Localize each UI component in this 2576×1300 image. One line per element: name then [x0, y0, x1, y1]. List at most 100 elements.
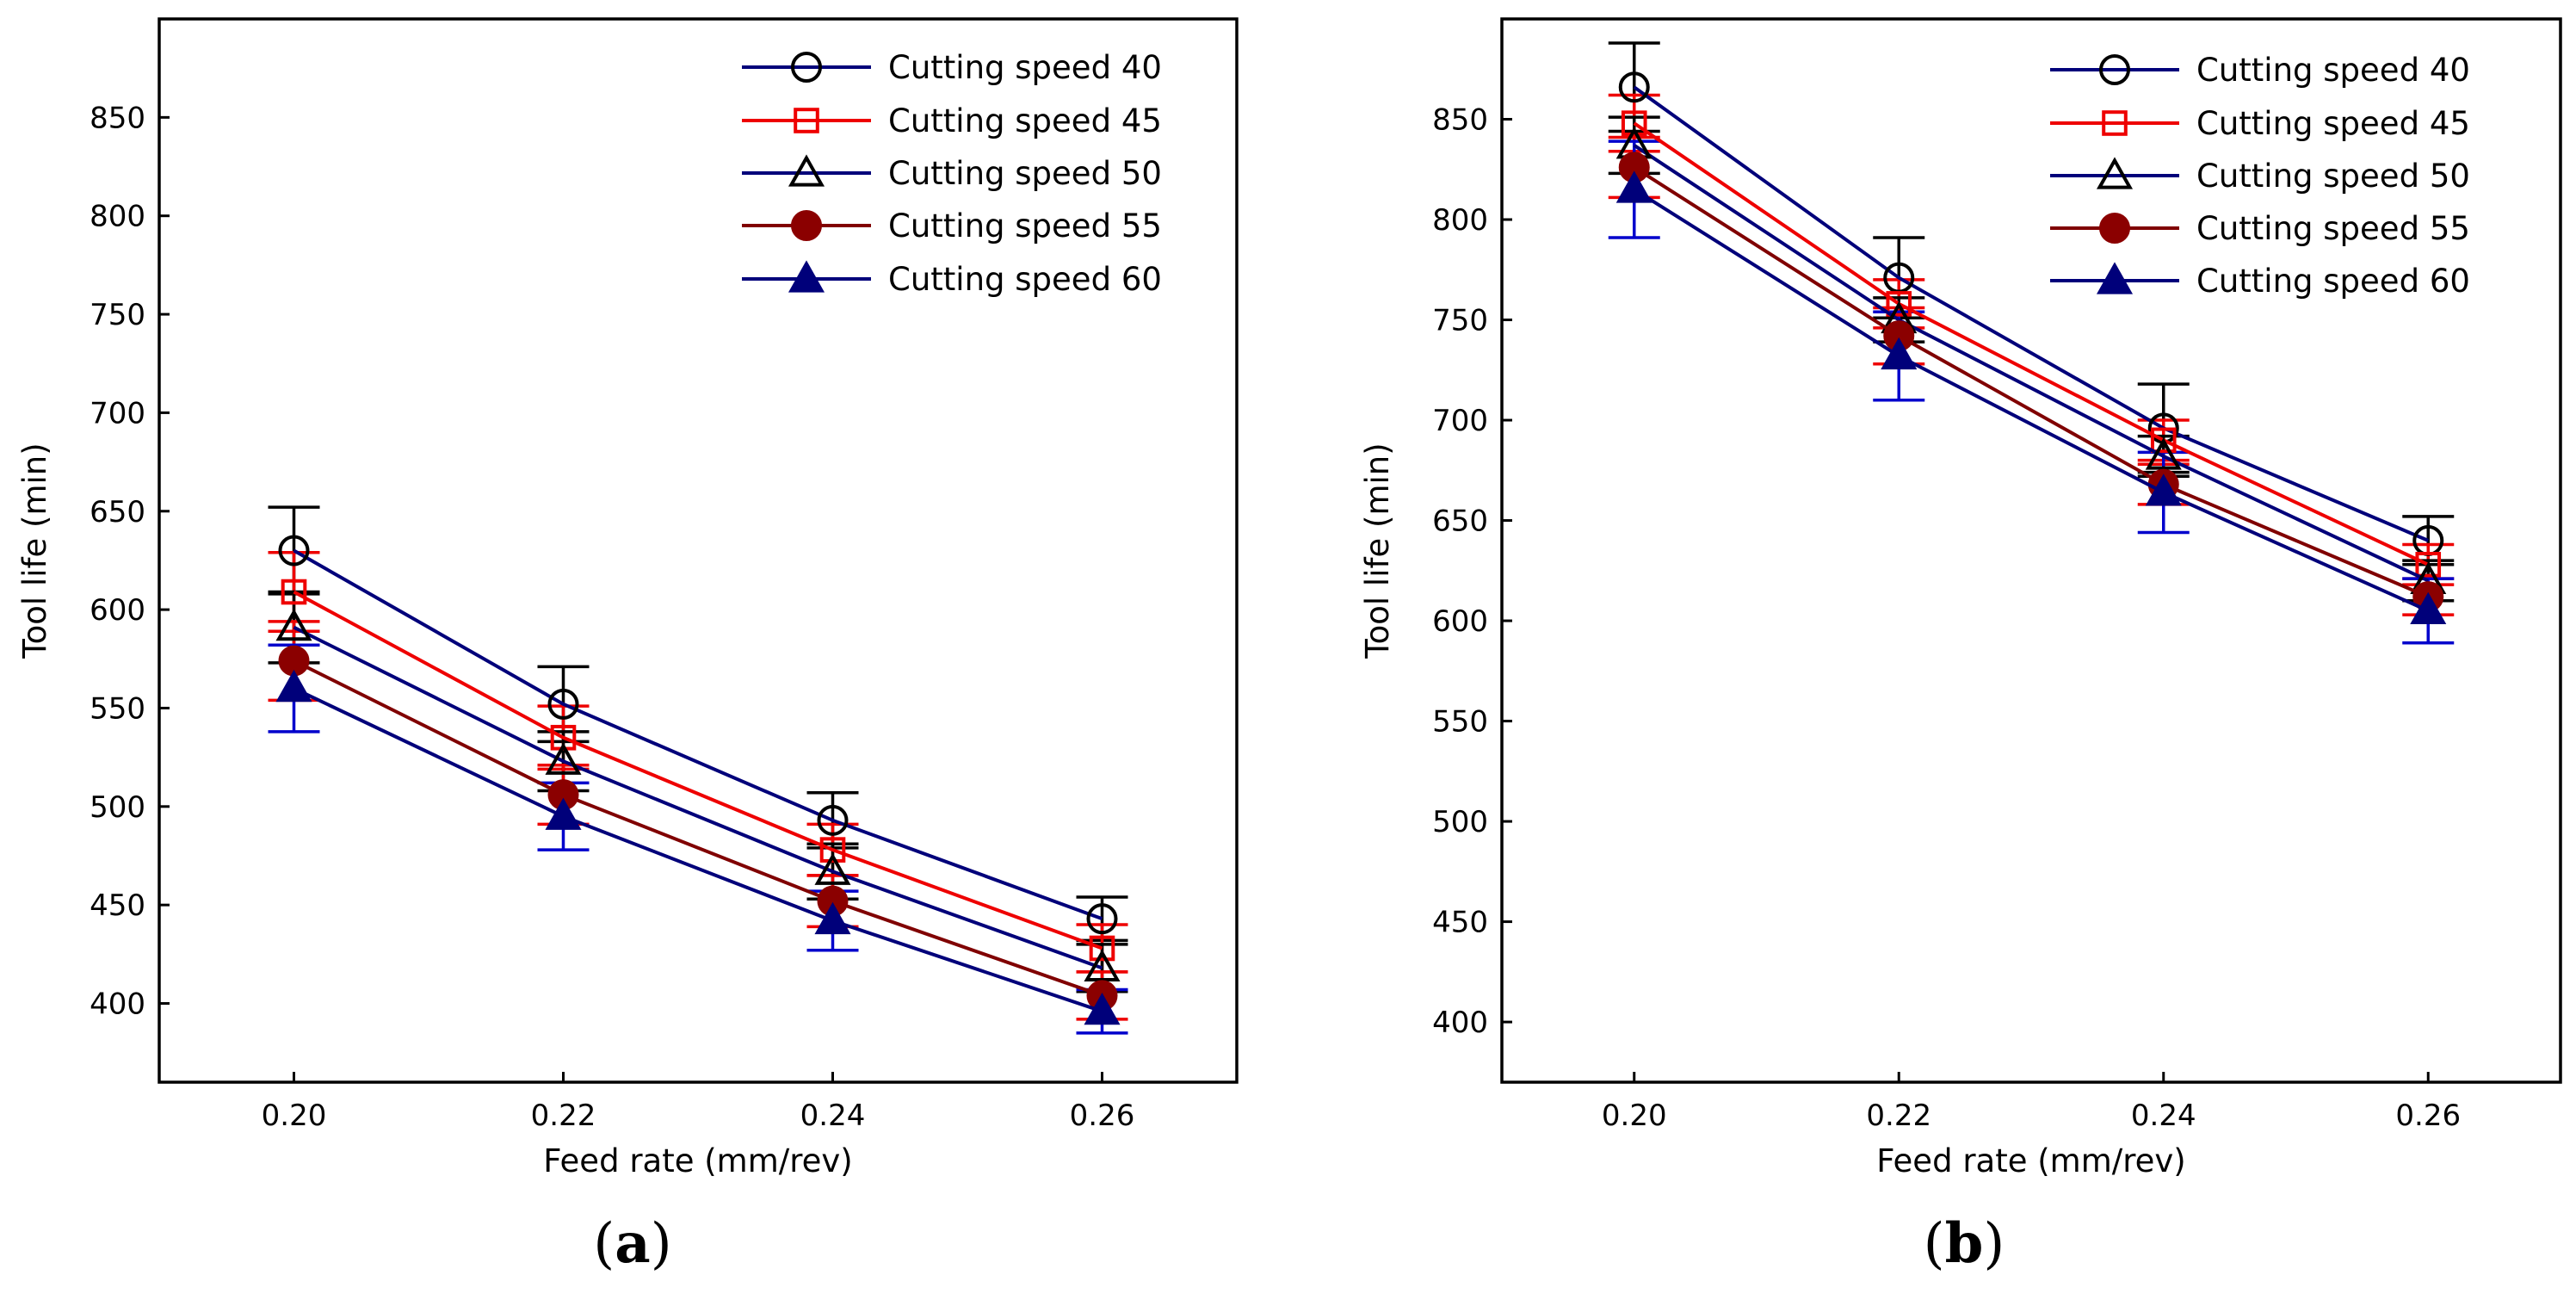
marker-p1-s4-ptlegend — [2096, 262, 2134, 294]
marker-p0-s1-pt3 — [1089, 935, 1115, 962]
legend-label-p0-s4: Cutting speed 60 — [888, 261, 1162, 298]
legend-entry-p0-s0: Cutting speed 40 — [742, 49, 1162, 86]
marker-p0-s4-pt2 — [814, 901, 851, 935]
y-tick-label-1-9: 850 — [1432, 103, 1488, 138]
x-tick-label-1-0: 0.20 — [1602, 1099, 1667, 1133]
marker-p1-s0-ptlegend — [2099, 54, 2130, 85]
panel-label-part-1-0: ( — [1924, 1212, 1945, 1276]
plot-frame-1 — [1500, 17, 2562, 1084]
panel-label-part-0-2: ) — [651, 1212, 672, 1276]
legend-label-p0-s0: Cutting speed 40 — [888, 49, 1162, 86]
x-tick-label-0-3: 0.26 — [1070, 1099, 1135, 1133]
marker-p0-s2-pt2 — [814, 852, 851, 885]
marker-p1-s2-ptlegend — [2096, 157, 2134, 189]
y-tick-label-0-7: 750 — [90, 298, 145, 332]
marker-p1-s4-pt0 — [1615, 170, 1652, 203]
y-tick-label-0-8: 800 — [90, 200, 145, 234]
y-tick-label-1-6: 700 — [1432, 404, 1488, 438]
marker-p0-s1-pt2 — [819, 837, 846, 863]
marker-p1-s0-pt0 — [1618, 71, 1650, 103]
series-line-p0-s1 — [293, 590, 1103, 950]
y-axis-label-0: Tool life (min) — [16, 443, 53, 659]
marker-p1-s4-pt2 — [2145, 474, 2182, 506]
legend-entry-p1-s2: Cutting speed 50 — [2050, 157, 2470, 195]
marker-p0-s0-pt3 — [1086, 903, 1118, 935]
legend-label-p0-s3: Cutting speed 55 — [888, 207, 1162, 245]
panel-label-part-0-1: a — [615, 1211, 650, 1276]
panel-label-0: (a) — [593, 1211, 671, 1276]
marker-p0-s1-pt0 — [281, 579, 307, 605]
x-tick-label-1-3: 0.26 — [2395, 1099, 2461, 1133]
marker-p0-s2-pt1 — [545, 742, 582, 775]
panel-label-part-1-1: b — [1945, 1211, 1984, 1276]
plot-frame-0 — [158, 17, 1239, 1084]
marker-p1-s1-pt0 — [1621, 110, 1647, 136]
y-tick-label-0-5: 650 — [90, 495, 145, 529]
marker-p1-s2-pt2 — [2145, 437, 2182, 470]
x-tick-label-1-2: 0.24 — [2131, 1099, 2196, 1133]
marker-p0-s2-ptlegend — [788, 154, 825, 187]
y-tick-label-0-1: 450 — [90, 888, 145, 923]
series-line-p0-s3 — [293, 659, 1103, 998]
x-axis-label-1: Feed rate (mm/rev) — [1876, 1142, 2185, 1179]
x-tick-label-0-0: 0.20 — [262, 1099, 327, 1133]
y-tick-label-1-3: 550 — [1432, 705, 1488, 740]
marker-p1-s1-ptlegend — [2102, 110, 2128, 136]
marker-p0-s4-ptlegend — [788, 260, 825, 293]
x-tick-label-0-1: 0.22 — [531, 1099, 596, 1133]
legend-entry-p0-s2: Cutting speed 50 — [742, 154, 1162, 192]
chart-panel-1: 400 450 500 550 600 650 700 750 800 850 0.20 0.22 0.… — [1359, 17, 2562, 1179]
marker-p0-s1-ptlegend — [794, 108, 819, 133]
x-axis-label-0: Feed rate (mm/rev) — [543, 1142, 852, 1179]
y-tick-label-0-2: 500 — [90, 790, 145, 825]
legend-entry-p1-s1: Cutting speed 45 — [2050, 105, 2470, 142]
series-line-p0-s0 — [293, 548, 1103, 921]
marker-p1-s3-ptlegend — [2099, 213, 2130, 244]
marker-p0-s4-pt1 — [545, 797, 582, 830]
marker-p0-s4-pt3 — [1084, 992, 1121, 1025]
marker-p0-s2-pt3 — [1084, 949, 1121, 981]
y-tick-label-1-2: 500 — [1432, 805, 1488, 839]
legend-label-p1-s4: Cutting speed 60 — [2196, 263, 2470, 300]
y-tick-label-1-5: 650 — [1432, 505, 1488, 539]
legend-entry-p1-s4: Cutting speed 60 — [2050, 262, 2470, 300]
series-line-p1-s3 — [1633, 165, 2430, 598]
marker-p1-s4-pt1 — [1881, 337, 1918, 370]
marker-p1-s1-pt2 — [2150, 427, 2177, 454]
panel-label-part-0-0: ( — [593, 1212, 615, 1276]
y-tick-label-0-6: 700 — [90, 396, 145, 430]
marker-p0-s4-pt0 — [275, 669, 312, 703]
legend-label-p0-s2: Cutting speed 50 — [888, 155, 1162, 192]
legend-entry-p1-s3: Cutting speed 55 — [2050, 210, 2470, 247]
legend-entry-p0-s3: Cutting speed 55 — [742, 207, 1162, 245]
legend-label-p1-s0: Cutting speed 40 — [2196, 52, 2470, 89]
legend-label-p1-s1: Cutting speed 45 — [2196, 105, 2470, 142]
legend-label-p0-s1: Cutting speed 45 — [888, 102, 1162, 139]
y-tick-label-0-9: 850 — [90, 101, 145, 135]
legend-label-p1-s2: Cutting speed 50 — [2196, 158, 2470, 195]
series-line-p1-s2 — [1633, 144, 2430, 583]
x-tick-label-0-2: 0.24 — [800, 1099, 866, 1133]
panel-label-part-1-2: ) — [1983, 1212, 2005, 1276]
y-tick-label-1-1: 450 — [1432, 906, 1488, 940]
x-tick-label-1-1: 0.22 — [1866, 1099, 1931, 1133]
marker-p0-s2-pt0 — [275, 609, 312, 641]
marker-p0-s0-pt1 — [547, 688, 579, 720]
marker-p0-s0-pt0 — [278, 535, 310, 566]
y-tick-label-1-4: 600 — [1432, 604, 1488, 639]
series-line-p1-s0 — [1633, 85, 2430, 542]
y-tick-label-0-4: 600 — [90, 593, 145, 628]
legend-entry-p0-s1: Cutting speed 45 — [742, 102, 1162, 139]
y-tick-label-1-7: 750 — [1432, 304, 1488, 338]
marker-p0-s3-ptlegend — [791, 210, 822, 241]
marker-p0-s0-pt2 — [817, 804, 849, 836]
marker-p0-s0-ptlegend — [791, 52, 822, 83]
y-tick-label-0-3: 550 — [90, 691, 145, 726]
series-line-p0-s2 — [293, 625, 1103, 970]
marker-p1-s4-pt3 — [2410, 591, 2447, 625]
panel-label-1: (b) — [1924, 1211, 2005, 1276]
series-line-p0-s4 — [293, 686, 1103, 1013]
marker-p1-s1-pt3 — [2415, 552, 2442, 578]
series-line-p1-s1 — [1633, 121, 2430, 566]
